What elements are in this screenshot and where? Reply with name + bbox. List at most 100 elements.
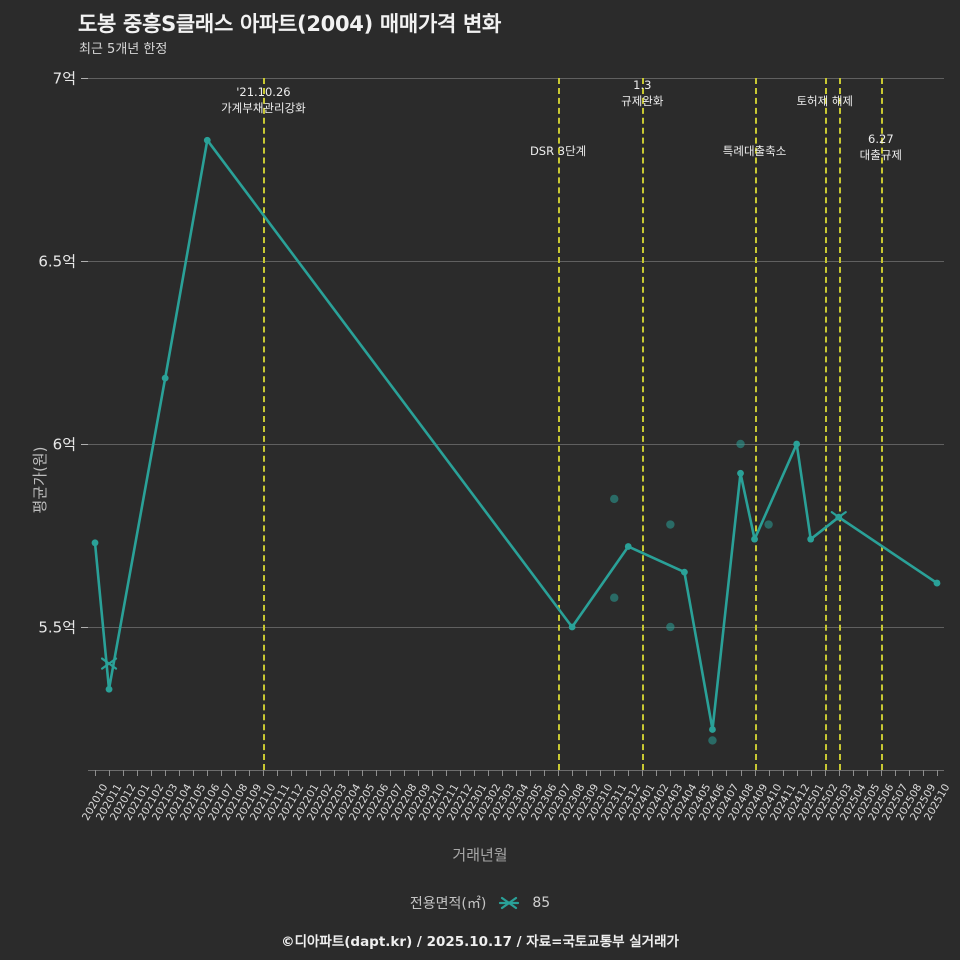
- x-tick-mark: [109, 770, 111, 776]
- y-axis-title: 평균가(원): [30, 446, 49, 514]
- x-tick-mark: [473, 770, 475, 776]
- event-line: [838, 78, 841, 770]
- x-tick-mark: [852, 770, 854, 776]
- x-tick-mark: [95, 770, 97, 776]
- x-tick-mark: [684, 770, 686, 776]
- grid-line: [88, 78, 944, 79]
- x-tick-mark: [375, 770, 377, 776]
- x-tick-mark: [431, 770, 433, 776]
- x-tick-mark: [207, 770, 209, 776]
- grid-line: [88, 444, 944, 445]
- x-tick-mark: [249, 770, 251, 776]
- x-tick-mark: [263, 770, 265, 776]
- event-annotation: '21.10.26 가계부채관리강화: [221, 84, 306, 116]
- plot-area: [88, 78, 944, 770]
- grid-line: [88, 261, 944, 262]
- x-tick-mark: [319, 770, 321, 776]
- x-tick-mark: [824, 770, 826, 776]
- y-tick-mark: [81, 78, 88, 79]
- x-tick-mark: [165, 770, 167, 776]
- x-tick-mark: [922, 770, 924, 776]
- x-tick-mark: [530, 770, 532, 776]
- event-annotation-date: 토허제 해제: [796, 94, 853, 108]
- x-tick-mark: [501, 770, 503, 776]
- x-marker-icon: [496, 895, 522, 911]
- x-tick-mark: [389, 770, 391, 776]
- x-tick-mark: [291, 770, 293, 776]
- y-tick-mark: [81, 627, 88, 628]
- x-tick-mark: [235, 770, 237, 776]
- event-annotation-date: 6.27: [868, 132, 894, 146]
- x-tick-mark: [305, 770, 307, 776]
- event-annotation-date: 특례대출축소: [722, 144, 787, 158]
- x-tick-mark: [880, 770, 882, 776]
- x-tick-mark: [810, 770, 812, 776]
- event-line: [263, 78, 266, 770]
- event-annotation: 특례대출축소: [723, 143, 786, 159]
- x-tick-mark: [459, 770, 461, 776]
- y-tick-label: 7억: [52, 69, 76, 88]
- x-tick-mark: [796, 770, 798, 776]
- x-tick-mark: [586, 770, 588, 776]
- x-tick-mark: [277, 770, 279, 776]
- footer-credit: ©디아파트(dapt.kr) / 2025.10.17 / 자료=국토교통부 실…: [281, 934, 679, 950]
- event-line: [824, 78, 827, 770]
- x-tick-mark: [908, 770, 910, 776]
- x-tick-mark: [628, 770, 630, 776]
- event-annotation-text: 가계부채관리강화: [221, 101, 306, 115]
- x-tick-mark: [151, 770, 153, 776]
- x-axis-title: 거래년월: [452, 846, 508, 864]
- x-tick-mark: [712, 770, 714, 776]
- y-tick-label: 6억: [52, 435, 76, 454]
- x-tick-mark: [487, 770, 489, 776]
- x-tick-mark: [193, 770, 195, 776]
- event-annotation-text: 대출규제: [859, 148, 903, 162]
- x-tick-mark: [838, 770, 840, 776]
- y-tick-mark: [81, 444, 88, 445]
- x-tick-mark: [516, 770, 517, 776]
- x-tick-mark: [782, 770, 784, 776]
- x-tick-mark: [347, 770, 349, 776]
- x-tick-mark: [417, 770, 419, 776]
- x-tick-mark: [936, 770, 938, 776]
- y-tick-label: 6.5억: [38, 252, 76, 271]
- x-tick-mark: [137, 770, 139, 776]
- x-tick-mark: [572, 770, 574, 776]
- x-tick-mark: [740, 770, 742, 776]
- legend: 전용면적(㎡) 85: [0, 893, 960, 913]
- x-tick-mark: [698, 770, 700, 776]
- x-tick-mark: [544, 770, 546, 776]
- x-tick-mark: [361, 770, 363, 776]
- y-tick-mark: [81, 261, 88, 262]
- x-tick-mark: [894, 770, 896, 776]
- x-tick-mark: [403, 770, 405, 776]
- event-annotation-text: 규제완화: [621, 94, 664, 108]
- x-tick-mark: [614, 770, 616, 776]
- legend-value[interactable]: 85: [532, 895, 551, 911]
- x-tick-mark: [333, 770, 335, 776]
- x-tick-mark: [445, 770, 447, 776]
- event-annotation-date: '21.10.26: [236, 85, 291, 99]
- x-tick-mark: [179, 770, 181, 776]
- event-line: [880, 78, 883, 770]
- x-tick-mark: [670, 770, 672, 776]
- event-annotation: 1.3 규제완화: [621, 77, 663, 109]
- x-tick-mark: [754, 770, 756, 776]
- event-line: [558, 78, 561, 770]
- x-tick-mark: [123, 770, 125, 776]
- x-tick-mark: [221, 770, 223, 776]
- x-tick-mark: [768, 770, 770, 776]
- x-tick-mark: [642, 770, 644, 776]
- event-line: [754, 78, 757, 770]
- y-tick-label: 5.5억: [38, 618, 76, 637]
- event-annotation: 토허제 해제: [796, 93, 853, 109]
- page-subtitle: 최근 5개년 한정: [79, 42, 168, 57]
- page-title: 도봉 중흥S클래스 아파트(2004) 매매가격 변화: [78, 12, 502, 36]
- legend-title: 전용면적(㎡): [409, 896, 487, 912]
- grid-line: [88, 627, 944, 628]
- x-tick-mark: [726, 770, 728, 776]
- event-annotation-date: 1.3: [633, 78, 652, 92]
- x-tick-mark: [656, 770, 658, 776]
- event-annotation-date: DSR 3단계: [529, 144, 587, 158]
